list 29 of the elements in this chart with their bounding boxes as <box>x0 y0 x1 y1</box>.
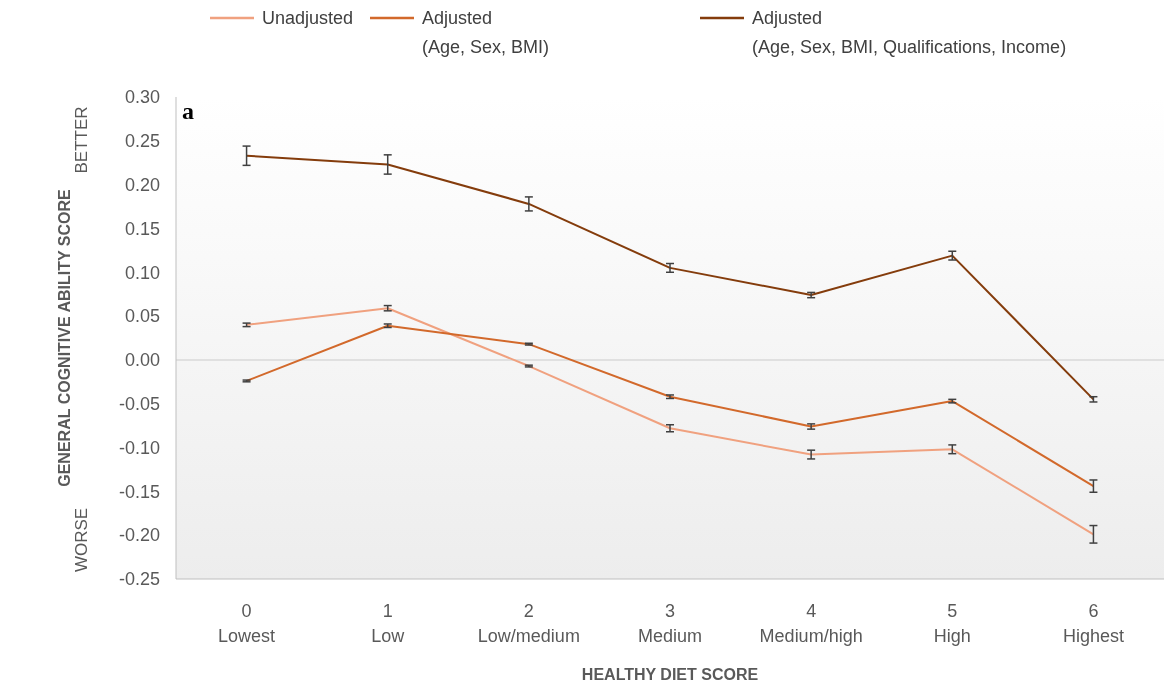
y-axis-title: GENERAL COGNITIVE ABILITY SCORE <box>56 188 73 487</box>
y-tick-label: 0.10 <box>124 262 160 283</box>
y-tick-label: 0.30 <box>124 87 160 108</box>
y-tick-label: -0.25 <box>118 569 160 590</box>
y-tick-label: -0.20 <box>118 525 160 546</box>
line-series <box>245 154 1095 401</box>
legend-label: Unadjusted <box>262 8 354 28</box>
legend-label: Adjusted (Age, Sex, BMI, Qualifications, Income) <box>752 8 1067 57</box>
line-series <box>245 307 1095 536</box>
annotation: a <box>182 98 194 124</box>
y-tick-label: 0.25 <box>124 131 160 152</box>
y-tick-label: -0.15 <box>118 481 160 502</box>
y-tick-label: 0.20 <box>124 174 160 195</box>
x-tick-label: 6 Highest <box>1062 601 1124 646</box>
x-tick-label: 5 High <box>933 601 971 646</box>
y-tick-label: -0.05 <box>118 394 160 415</box>
x-tick-label: 2 Low/medium <box>477 601 580 646</box>
y-tick-label: 0.05 <box>124 306 160 327</box>
y-tick-label: 0.00 <box>124 350 160 371</box>
x-tick-label: 1 Low <box>371 601 406 646</box>
legend-label: Adjusted (Age, Sex, BMI) <box>422 8 550 57</box>
x-axis-title: HEALTHY DIET SCORE <box>581 666 759 683</box>
y-tick-label: -0.10 <box>118 437 160 458</box>
x-tick-label: 0 Lowest <box>218 601 276 646</box>
x-tick-label: 3 Medium <box>637 601 703 646</box>
x-tick-label: 4 Medium/high <box>759 601 863 646</box>
text: WORSE <box>72 507 91 573</box>
y-tick-label: 0.15 <box>124 218 160 239</box>
text: BETTER <box>72 106 91 174</box>
